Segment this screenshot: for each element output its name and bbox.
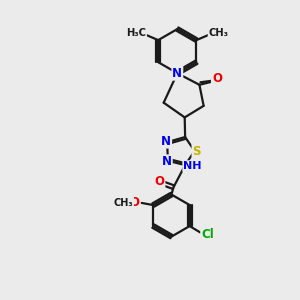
Text: CH₃: CH₃	[208, 28, 229, 38]
Text: CH₃: CH₃	[114, 197, 133, 208]
Text: N: N	[161, 135, 171, 148]
Text: Cl: Cl	[201, 228, 214, 241]
Text: O: O	[212, 72, 222, 86]
Text: O: O	[129, 196, 139, 209]
Text: N: N	[162, 155, 172, 168]
Text: N: N	[172, 67, 182, 80]
Text: S: S	[192, 145, 201, 158]
Text: O: O	[154, 175, 164, 188]
Text: H₃C: H₃C	[126, 28, 146, 38]
Text: NH: NH	[183, 161, 202, 171]
